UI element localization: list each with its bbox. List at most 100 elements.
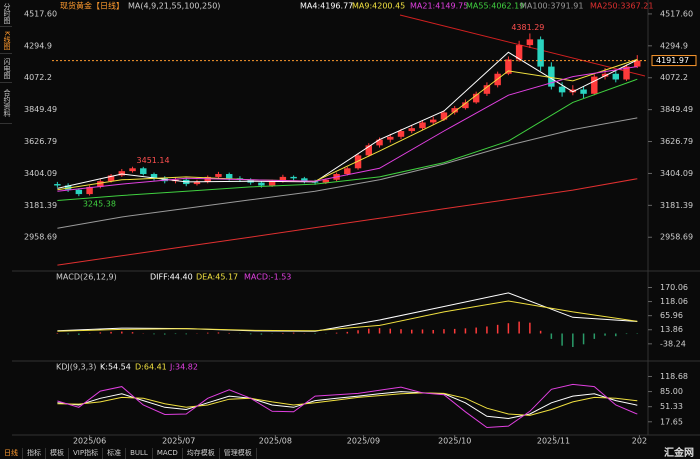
y-tick-label: 3404.09: [24, 169, 57, 178]
y-tick-label: 3849.49: [24, 105, 57, 114]
low-label: 3245.38: [83, 200, 116, 209]
x-tick-label: 2025/06: [73, 437, 106, 446]
candle-body: [505, 59, 512, 74]
side-tab[interactable]: 分时图: [0, 0, 12, 27]
candle-body: [354, 155, 362, 169]
legend-entry: MA55:4062.19: [466, 2, 524, 11]
legend-title: KDJ(9,3,3): [56, 363, 96, 372]
legend-entry: K:54.54: [100, 363, 131, 372]
y-tick-label: 3626.79: [660, 137, 693, 146]
y-tick-label: -38.24: [660, 339, 686, 348]
y-tick-label: 3849.49: [660, 105, 693, 114]
candle-body: [408, 128, 415, 132]
chart-title: 现货黄金【日线】: [60, 1, 124, 11]
chart: 现货黄金【日线】 MA(4,9,21,55,100,250) MACD(26,1…: [12, 0, 700, 446]
legend-entry: MA9:4200.45: [352, 2, 405, 11]
indicator-line: [57, 78, 638, 201]
tab[interactable]: VIP指标: [69, 448, 104, 459]
y-tick-label: 3181.39: [660, 201, 693, 210]
candle-body: [451, 108, 458, 113]
legend-entry: D:64.41: [135, 363, 167, 372]
tab[interactable]: 标准: [103, 448, 127, 459]
y-tick-label: 13.86: [660, 325, 683, 334]
candle-body: [569, 89, 577, 93]
y-tick-label: 2958.69: [660, 233, 693, 242]
candle-body: [150, 174, 158, 179]
tab[interactable]: 管理模板: [220, 448, 257, 459]
high-label: 3451.14: [137, 156, 170, 165]
candle-body: [612, 73, 620, 80]
high-label: 4381.29: [511, 23, 544, 32]
x-tick-label: 2025/08: [259, 437, 292, 446]
period-tab[interactable]: 日线: [0, 448, 23, 459]
candle-body: [537, 39, 544, 67]
legend-entry: MA100:3791.91: [520, 2, 583, 11]
trend-line: [399, 14, 646, 77]
x-tick-label: 2025/11: [537, 437, 570, 446]
price-box: [651, 55, 697, 67]
side-tab[interactable]: 合约资料: [0, 83, 12, 124]
candle-body: [558, 86, 566, 93]
indicator-line: [57, 292, 638, 332]
legend-entry: MACD:-1.53: [244, 273, 291, 282]
candle-body: [215, 174, 222, 177]
tab-bar: 日线 指标 模板 VIP指标 标准 BULL MACD 均存模板 管理模板: [0, 448, 257, 459]
tab[interactable]: BULL: [126, 448, 153, 459]
candle-body: [548, 66, 555, 87]
candle-body: [279, 176, 287, 182]
candle-body: [301, 178, 308, 182]
candle-body: [515, 45, 523, 60]
tab[interactable]: MACD: [153, 448, 183, 459]
y-tick-label: 85.00: [660, 387, 683, 396]
candle-body: [258, 182, 265, 186]
legend-entry: DEA:45.17: [196, 273, 238, 282]
legend-entry: MA4:4196.77: [300, 2, 353, 11]
tab[interactable]: 均存模板: [183, 448, 220, 459]
candle-body: [268, 181, 276, 186]
y-tick-label: 4294.9: [660, 41, 688, 50]
x-tick-label: 2025/10: [438, 437, 471, 446]
candle-body: [322, 179, 330, 183]
y-tick-label: 4517.60: [24, 9, 57, 18]
tab[interactable]: 指标: [23, 448, 46, 459]
candle-body: [623, 66, 630, 80]
candle-body: [376, 139, 383, 146]
side-tab[interactable]: K线图: [0, 27, 12, 54]
candle-body: [580, 89, 587, 94]
y-tick-label: 3626.79: [24, 137, 57, 146]
candle-body: [86, 186, 93, 195]
y-tick-label: 51.33: [660, 402, 683, 411]
candle-body: [472, 93, 480, 103]
logo: 汇金网: [664, 448, 694, 459]
y-tick-label: 4294.9: [24, 41, 52, 50]
y-tick-label: 118.06: [660, 297, 688, 306]
indicator-line: [57, 58, 638, 191]
indicator-line: [57, 391, 638, 420]
candle-body: [365, 145, 373, 156]
candle-body: [97, 181, 104, 187]
candle-body: [118, 171, 126, 176]
candle-body: [430, 119, 437, 123]
tab[interactable]: 模板: [46, 448, 69, 459]
y-tick-label: 3181.39: [24, 201, 57, 210]
legend-title: MA(4,9,21,55,100,250): [128, 2, 220, 11]
x-tick-label: 2025/07: [162, 437, 195, 446]
y-tick-label: 17.65: [660, 417, 683, 426]
y-tick-label: 4072.2: [660, 73, 688, 82]
indicator-line: [57, 392, 638, 416]
indicator-line: [57, 66, 638, 192]
candle-body: [526, 39, 534, 46]
candle-body: [387, 136, 394, 140]
y-tick-label: 2958.69: [24, 233, 57, 242]
candle-body: [75, 189, 83, 195]
indicator-line: [57, 117, 638, 229]
candle-body: [462, 102, 469, 109]
candle-body: [591, 76, 598, 94]
candle-body: [54, 184, 61, 186]
candle-body: [193, 181, 201, 185]
candle-body: [419, 122, 426, 129]
y-tick-label: 4517.60: [660, 9, 693, 18]
legend-entry: MA21:4149.75: [410, 2, 468, 11]
side-tab[interactable]: 闪电图: [0, 54, 12, 83]
